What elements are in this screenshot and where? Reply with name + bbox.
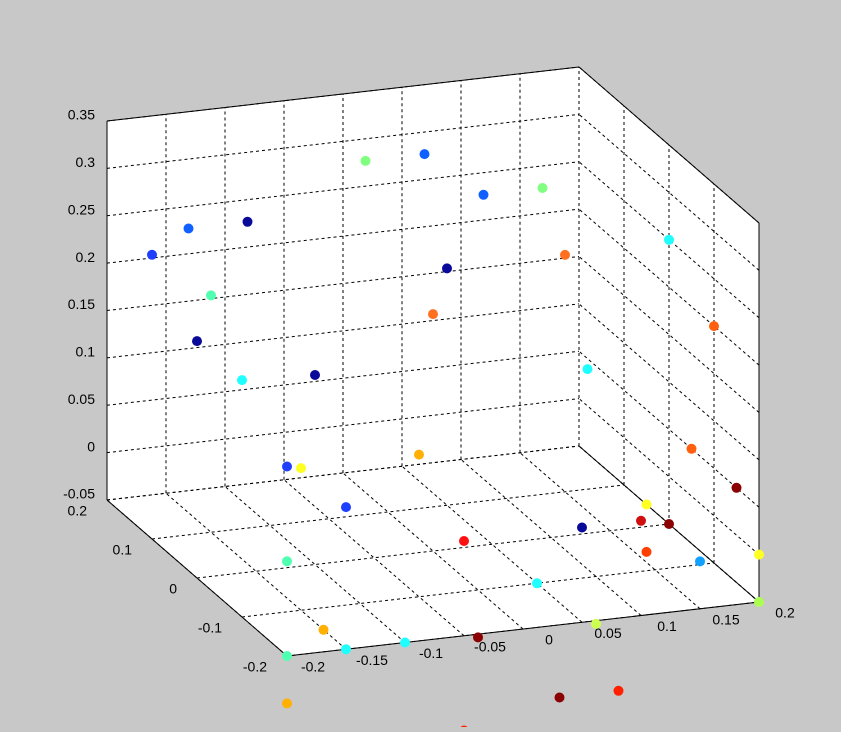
grid-line <box>106 256 580 311</box>
data-point <box>754 549 764 560</box>
data-point <box>282 651 292 661</box>
data-point <box>237 375 247 386</box>
grid-line <box>342 472 524 630</box>
data-point <box>577 522 587 533</box>
z-tick-label: 0.15 <box>68 296 95 312</box>
grid-line <box>241 562 715 618</box>
data-point <box>192 336 202 347</box>
z-tick-label: 0.3 <box>76 154 96 170</box>
data-point <box>296 463 306 474</box>
data-point <box>664 519 674 529</box>
grid-line <box>401 465 583 623</box>
data-point <box>731 482 742 493</box>
grid-line <box>578 113 760 271</box>
data-point <box>554 692 565 703</box>
grid-line <box>460 459 642 616</box>
y-tick-label: -0.2 <box>243 659 267 675</box>
data-point <box>341 644 351 655</box>
grid-line <box>283 479 465 637</box>
data-point <box>459 536 469 546</box>
grid-line <box>578 161 760 319</box>
data-point <box>310 370 320 380</box>
data-point <box>636 515 646 526</box>
axis-edge <box>578 66 760 224</box>
data-point <box>242 216 253 227</box>
data-point <box>709 321 719 332</box>
data-point <box>641 499 652 510</box>
data-point <box>318 624 329 635</box>
grid-line <box>224 486 406 643</box>
data-point <box>532 578 542 589</box>
data-point <box>282 556 292 567</box>
grid-line <box>106 398 580 454</box>
floor-pane <box>107 446 759 656</box>
grid-line <box>578 398 760 556</box>
data-point <box>282 698 292 709</box>
z-tick-label: 0.1 <box>76 344 96 360</box>
x-tick-label: -0.05 <box>474 638 506 654</box>
grid-line <box>578 256 760 413</box>
x-tick-label: -0.2 <box>301 659 325 675</box>
data-point <box>613 685 624 696</box>
data-point <box>686 443 697 454</box>
data-point <box>428 309 438 320</box>
z-tick-label: 0.05 <box>68 391 95 407</box>
x-tick-label: 0 <box>545 632 553 648</box>
data-point <box>400 637 410 648</box>
x-tick-label: -0.15 <box>356 652 388 668</box>
axis-edge <box>106 499 288 657</box>
data-point <box>641 546 652 557</box>
data-point <box>664 234 674 245</box>
y-tick-label: -0.1 <box>198 620 222 636</box>
x-tick-label: 0.05 <box>594 625 621 641</box>
data-point <box>473 632 483 643</box>
y-tick-label: 0.2 <box>68 503 88 519</box>
grid-line <box>151 484 625 540</box>
data-point <box>478 189 489 200</box>
y-tick-label: 0.1 <box>113 542 133 558</box>
axis-edge <box>286 601 760 657</box>
x-tick-label: 0.2 <box>775 605 795 621</box>
data-point <box>582 364 593 375</box>
data-point <box>695 556 705 567</box>
grid-line <box>519 452 701 610</box>
grid-line <box>578 208 760 366</box>
data-point <box>442 263 452 274</box>
data-point <box>419 149 430 160</box>
axis-edge <box>106 66 580 122</box>
y-tick-label: 0 <box>169 581 177 597</box>
data-point <box>183 223 194 234</box>
z-tick-label: 0.35 <box>68 107 95 123</box>
grid-line <box>196 523 670 579</box>
data-point <box>591 618 601 629</box>
data-point <box>282 461 292 472</box>
grid-line <box>165 492 347 650</box>
grid-line <box>106 161 580 217</box>
z-tick-label: -0.05 <box>63 486 95 502</box>
z-tick-label: 0.25 <box>68 201 95 217</box>
x-tick-label: 0.15 <box>712 611 739 627</box>
data-point <box>537 183 548 193</box>
grid-line <box>106 445 580 501</box>
data-point <box>360 155 371 166</box>
z-tick-label: 0 <box>87 438 95 454</box>
grid-line <box>106 350 580 406</box>
grid-line <box>106 113 580 169</box>
data-point <box>414 449 424 460</box>
x-tick-label: 0.1 <box>657 618 677 634</box>
data-point <box>754 597 764 607</box>
x-tick-label: -0.1 <box>419 645 443 661</box>
grid-line <box>578 303 760 461</box>
grid-line <box>578 350 760 508</box>
data-point <box>147 249 157 260</box>
grid-line <box>106 303 580 359</box>
data-point <box>560 249 570 260</box>
data-point <box>206 290 216 301</box>
grid-line <box>106 208 580 264</box>
data-point <box>341 502 351 513</box>
z-tick-label: 0.2 <box>76 249 96 265</box>
